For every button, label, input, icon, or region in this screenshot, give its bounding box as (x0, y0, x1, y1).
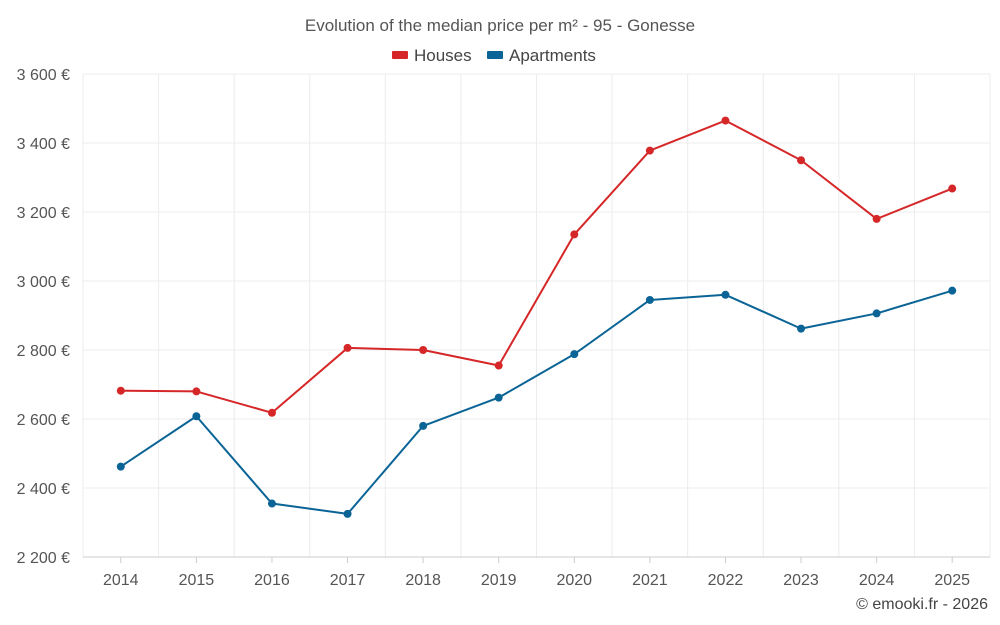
x-tick-label: 2019 (481, 572, 517, 589)
legend-item-houses[interactable]: Houses (392, 46, 472, 65)
y-tick-label: 2 800 € (17, 343, 70, 360)
data-point-houses[interactable] (645, 146, 654, 155)
y-tick-label: 2 400 € (17, 481, 70, 498)
series-apartments (116, 286, 957, 518)
series-line-apartments (120, 289, 953, 515)
x-tick-label: 2023 (783, 572, 819, 589)
x-axis: 2014 2015 2016 2017 2018 2019 2020 2021 2022 2023… (83, 556, 990, 589)
series-lines (116, 116, 957, 518)
data-point-houses[interactable] (267, 408, 276, 417)
data-point-houses[interactable] (192, 387, 201, 396)
y-tick-label: 3 000 € (17, 274, 70, 291)
data-point-apartments[interactable] (494, 393, 503, 402)
data-point-apartments[interactable] (872, 309, 881, 318)
y-tick-label: 3 400 € (17, 136, 70, 153)
data-point-apartments[interactable] (570, 350, 579, 359)
y-tick-label: 3 600 € (17, 67, 70, 84)
x-tick-label: 2021 (632, 572, 668, 589)
x-tick-label: 2014 (103, 572, 139, 589)
data-point-houses[interactable] (116, 386, 125, 395)
legend-swatch-houses (392, 51, 408, 59)
y-tick-label: 3 200 € (17, 205, 70, 222)
data-point-apartments[interactable] (192, 412, 201, 421)
x-tick-label: 2015 (179, 572, 215, 589)
chart-title: Evolution of the median price per m² - 9… (305, 16, 695, 35)
data-point-houses[interactable] (721, 116, 730, 125)
credit-text: © emooki.fr - 2026 (856, 596, 988, 613)
x-tick-label: 2025 (934, 572, 970, 589)
data-point-houses[interactable] (570, 230, 579, 239)
data-point-apartments[interactable] (343, 509, 352, 518)
data-point-houses[interactable] (494, 361, 503, 370)
x-tick-label: 2016 (254, 572, 290, 589)
legend-label-apartments: Apartments (509, 46, 596, 65)
data-point-apartments[interactable] (948, 286, 957, 295)
data-point-apartments[interactable] (645, 295, 654, 304)
legend-label-houses: Houses (414, 46, 472, 65)
series-houses (116, 116, 957, 417)
data-point-apartments[interactable] (419, 421, 428, 430)
x-tick-label: 2024 (859, 572, 895, 589)
x-tick-label: 2022 (708, 572, 744, 589)
data-point-apartments[interactable] (721, 290, 730, 299)
data-point-apartments[interactable] (797, 324, 806, 333)
x-tick-label: 2017 (330, 572, 366, 589)
grid-lines (82, 73, 991, 558)
y-tick-label: 2 600 € (17, 412, 70, 429)
data-point-houses[interactable] (948, 184, 957, 193)
chart-legend: Houses Apartments (392, 46, 596, 65)
data-point-apartments[interactable] (116, 462, 125, 471)
data-point-houses[interactable] (872, 214, 881, 223)
data-point-apartments[interactable] (267, 499, 276, 508)
x-tick-label: 2020 (556, 572, 592, 589)
data-point-houses[interactable] (419, 346, 428, 354)
data-point-houses[interactable] (343, 343, 352, 352)
legend-item-apartments[interactable]: Apartments (487, 46, 596, 65)
x-tick-label: 2018 (405, 572, 441, 589)
data-point-houses[interactable] (797, 156, 806, 165)
y-axis: 2 200 € 2 400 € 2 600 € 2 800 € 3 000 € 3 200… (17, 67, 70, 567)
series-line-houses (120, 119, 953, 414)
y-tick-label: 2 200 € (17, 550, 70, 567)
legend-swatch-apartments (487, 51, 503, 59)
